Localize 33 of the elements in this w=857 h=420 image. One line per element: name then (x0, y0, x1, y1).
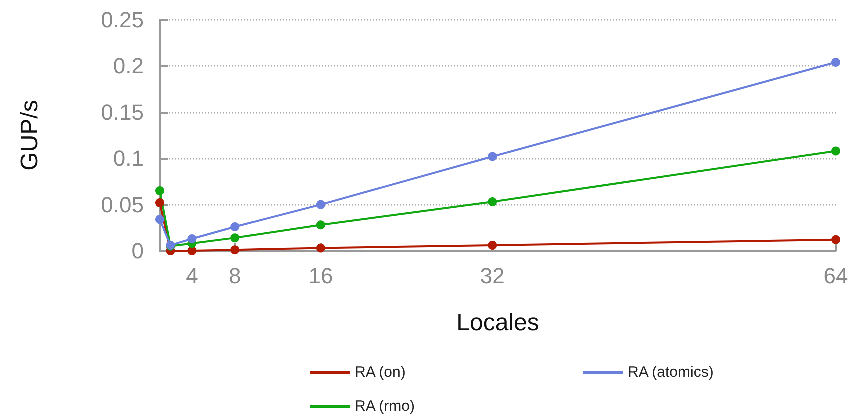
legend-label: RA (on) (355, 364, 406, 381)
point (188, 246, 197, 256)
point (156, 186, 164, 196)
y-tick-label: 0.2 (113, 54, 144, 79)
x-tick-label: 4 (186, 264, 198, 288)
x-tick-label: 32 (480, 264, 505, 288)
y-tick-label: 0 (132, 238, 144, 264)
point (230, 234, 240, 243)
x-tick-label: 8 (228, 264, 242, 288)
point (832, 235, 840, 244)
y-tick-label: 0.05 (101, 192, 144, 218)
point (316, 244, 326, 253)
point (156, 198, 164, 208)
point (488, 240, 498, 250)
point (316, 220, 326, 230)
point (230, 246, 240, 255)
y-tick-label: 0.15 (101, 100, 144, 125)
y-tick-label: 0.25 (101, 8, 144, 32)
point (188, 234, 197, 244)
point (488, 198, 498, 207)
y-tick-label: 0.1 (113, 146, 144, 172)
point (156, 215, 164, 224)
point (488, 152, 498, 162)
y-axis-title: GUP/s (16, 100, 44, 171)
legend-label: RA (atomics) (628, 364, 714, 381)
x-axis-title: Locales (456, 310, 540, 336)
x-tick-label: 16 (308, 264, 334, 288)
point (832, 58, 840, 67)
point (230, 222, 240, 232)
point (832, 146, 840, 156)
x-tick-label: 64 (824, 264, 848, 288)
point (316, 200, 326, 210)
legend-label: RA (rmo) (355, 398, 416, 415)
